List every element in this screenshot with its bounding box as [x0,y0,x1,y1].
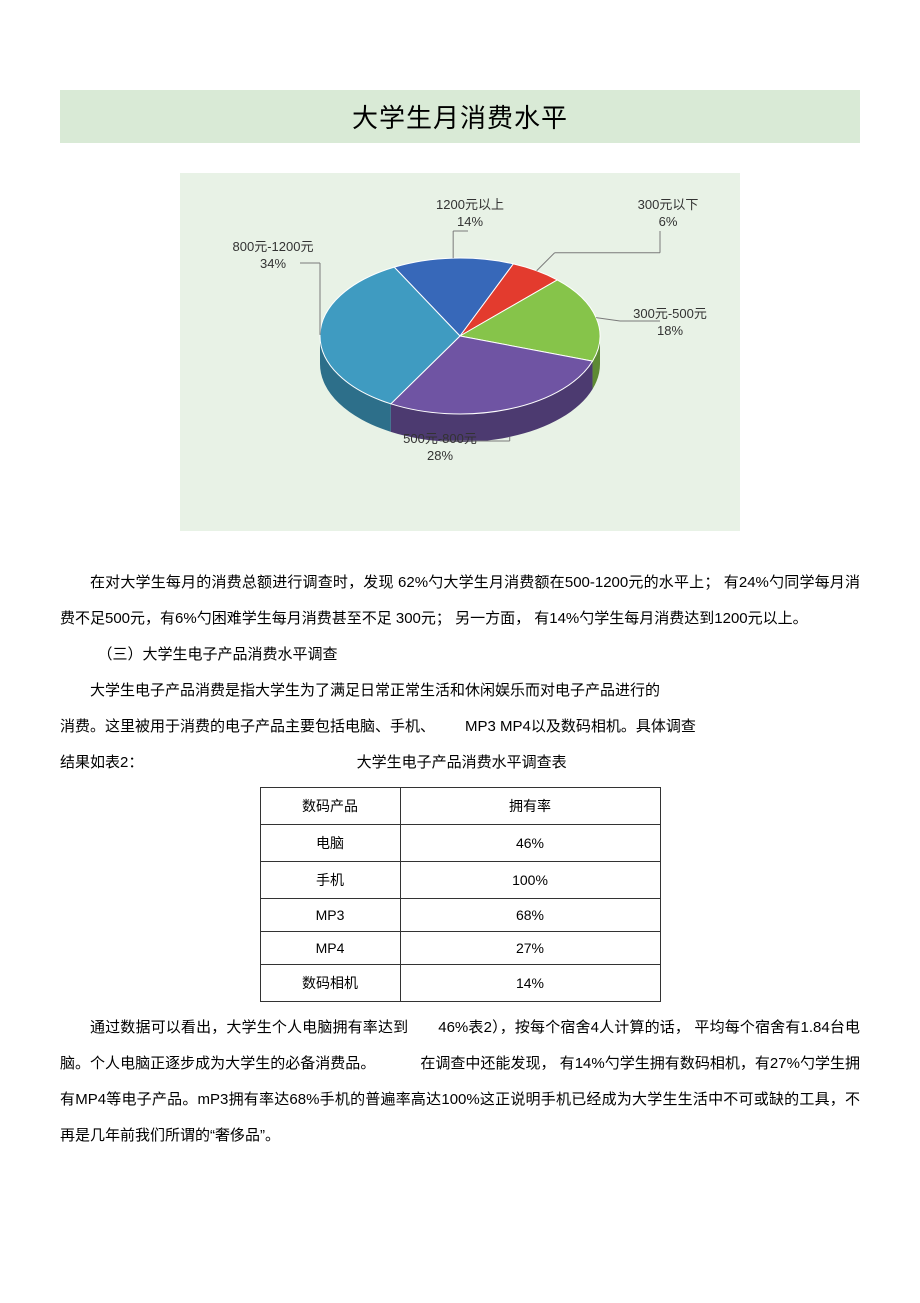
cell-rate: 14% [400,965,660,1002]
cell-product: 电脑 [260,825,400,862]
col-header-rate: 拥有率 [400,788,660,825]
table-caption-line: 结果如表2： 大学生电子产品消费水平调查表 [60,745,860,781]
callout-label: 1200元以上 [436,197,504,212]
callout-1200plus: 1200元以上 14% [425,197,515,231]
cell-product: MP4 [260,932,400,965]
cell-product: 手机 [260,862,400,899]
cell-product: 数码相机 [260,965,400,1002]
table-caption: 大学生电子产品消费水平调查表 [143,745,860,781]
p1-text: 在对大学生每月的消费总额进行调查时，发现 62%勺大学生月消费额在500-120… [60,565,860,637]
ownership-table: 数码产品 拥有率 电脑46%手机100%MP368%MP427%数码相机14% [260,787,661,1002]
cell-rate: 46% [400,825,660,862]
table-row: 手机100% [260,862,660,899]
callout-300-500: 300元-500元 18% [620,306,720,340]
callout-pct: 34% [260,256,286,271]
sub-heading: （三）大学生电子产品消费水平调查 [60,637,860,673]
callout-label: 300元以下 [638,197,699,212]
table-header-row: 数码产品 拥有率 [260,788,660,825]
cell-rate: 100% [400,862,660,899]
callout-pct: 28% [427,448,453,463]
page-title: 大学生月消费水平 [60,98,860,135]
pie-chart-container: 1200元以上 14% 300元以下 6% 300元-500元 18% 500元… [180,173,740,531]
callout-800-1200: 800元-1200元 34% [218,239,328,273]
p2b-text: 消费。这里被用于消费的电子产品主要包括电脑、手机、 MP3 MP4以及数码相机。… [60,709,860,745]
table-row: MP368% [260,899,660,932]
col-header-product: 数码产品 [260,788,400,825]
table-row: 电脑46% [260,825,660,862]
callout-label: 300元-500元 [633,306,707,321]
table-ref-left: 结果如表2： [60,745,143,781]
cell-product: MP3 [260,899,400,932]
p3-text: 通过数据可以看出，大学生个人电脑拥有率达到 46%表2），按每个宿舍4人计算的话… [60,1010,860,1154]
callout-label: 500元-800元 [403,431,477,446]
paragraph-1: 在对大学生每月的消费总额进行调查时，发现 62%勺大学生月消费额在500-120… [60,565,860,781]
callout-pct: 18% [657,323,683,338]
callout-pct: 14% [457,214,483,229]
cell-rate: 68% [400,899,660,932]
table-row: 数码相机14% [260,965,660,1002]
table-body: 电脑46%手机100%MP368%MP427%数码相机14% [260,825,660,1002]
title-bar: 大学生月消费水平 [60,90,860,143]
pie-chart: 1200元以上 14% 300元以下 6% 300元-500元 18% 500元… [190,191,730,501]
cell-rate: 27% [400,932,660,965]
callout-300below: 300元以下 6% [628,197,708,231]
p2a-text: 大学生电子产品消费是指大学生为了满足日常正常生活和休闲娱乐而对电子产品进行的 [60,673,860,709]
paragraph-3: 通过数据可以看出，大学生个人电脑拥有率达到 46%表2），按每个宿舍4人计算的话… [60,1010,860,1154]
callout-500-800: 500元-800元 28% [385,431,495,465]
callout-pct: 6% [659,214,678,229]
callout-label: 800元-1200元 [233,239,314,254]
table-row: MP427% [260,932,660,965]
